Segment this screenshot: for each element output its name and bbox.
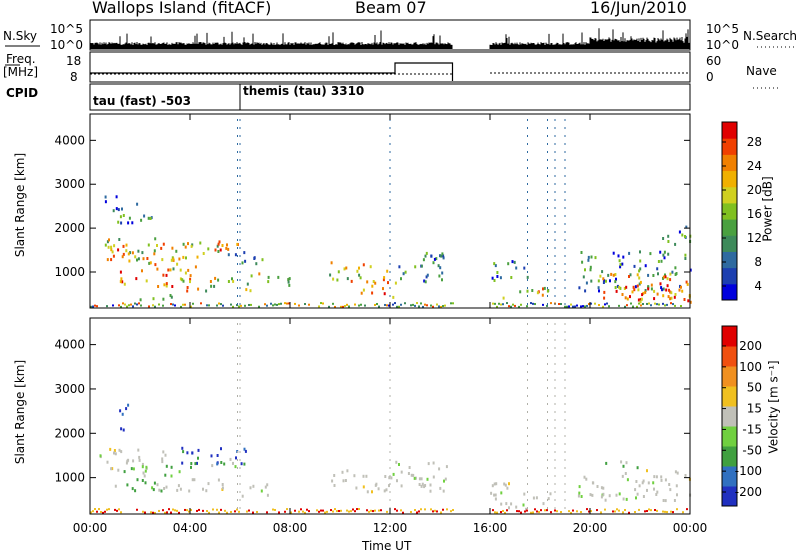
x-tick-label: 04:00 <box>173 521 208 535</box>
freq-series <box>90 62 454 81</box>
colorbar-tick-label: 12 <box>747 231 762 245</box>
colorbar-tick-label: -100 <box>735 464 762 478</box>
nave-series <box>90 72 690 75</box>
station-title: Wallops Island (fitACF) <box>92 0 272 17</box>
colorbar-segment <box>722 267 737 285</box>
y-tick-label: 1000 <box>54 471 85 485</box>
heatmap-cells-1 <box>90 403 692 514</box>
y-tick-label: 4000 <box>54 133 85 147</box>
colorbar-segment <box>722 346 737 367</box>
x-tick-label: 08:00 <box>273 521 308 535</box>
colorbar-tick-label: 8 <box>754 255 762 269</box>
colorbar-segment <box>722 486 737 507</box>
colorbar-tick-label: -50 <box>742 443 762 457</box>
cpid-panel-frame <box>89 83 691 111</box>
colorbar-segment <box>722 326 737 347</box>
x-tick-label: 00:00 <box>673 521 708 535</box>
colorbar-tick-label: -15 <box>742 422 762 436</box>
colorbar-segment <box>722 138 737 155</box>
colorbar-tick-label: 50 <box>747 381 762 395</box>
nsearch-tick-bottom: 10^0 <box>706 38 739 52</box>
colorbar-tick-label: 4 <box>754 279 762 293</box>
x-tick-label: 00:00 <box>73 521 108 535</box>
colorbar-tick-label: 28 <box>747 135 762 149</box>
freq-label: Freq. <box>6 52 36 66</box>
colorbar-segment <box>722 366 737 387</box>
colorbar-segment <box>722 446 737 467</box>
freq-tick-bottom: 8 <box>70 70 78 84</box>
colorbar-segment <box>722 202 737 220</box>
x-tick-label: 20:00 <box>573 521 608 535</box>
colorbar-segment <box>722 283 737 301</box>
nsearch-label: N.Search <box>743 29 798 43</box>
nsky-tick-bottom: 10^0 <box>50 38 83 52</box>
nave-tick-top: 60 <box>706 54 722 68</box>
beam-label: Beam 07 <box>355 0 427 17</box>
colorbar-tick-label: -200 <box>735 485 762 499</box>
colorbar-segment <box>722 154 737 172</box>
colorbar-segment <box>722 170 737 188</box>
nsearch-tick-top: 10^5 <box>706 22 739 36</box>
cpid-segment-2: themis (tau) 3310 <box>243 84 365 98</box>
colorbar-segment <box>722 235 737 252</box>
nsky-tick-top: 10^5 <box>50 22 83 36</box>
colorbar-tick-label: 100 <box>739 360 762 374</box>
colorbar-segment <box>722 386 737 407</box>
colorbar-frame <box>721 121 738 301</box>
cpid-segment-1: tau (fast) -503 <box>93 94 191 108</box>
cpid-label: CPID <box>6 86 39 100</box>
freq-unit: [MHz] <box>3 65 39 79</box>
x-tick-label: 16:00 <box>473 521 508 535</box>
nave-label: Nave <box>746 64 777 78</box>
colorbar-segment <box>722 122 737 139</box>
y-tick-label: 3000 <box>54 177 85 191</box>
freq-tick-top: 18 <box>66 54 82 68</box>
heatmap-cells-0 <box>90 195 692 308</box>
y-tick-label: 2000 <box>54 426 85 440</box>
colorbar-segment <box>722 406 737 427</box>
x-axis-label: Time UT <box>362 539 412 553</box>
nsky-series <box>90 28 690 49</box>
nsky-label: N.Sky <box>3 29 38 43</box>
velocity-panel <box>89 317 738 515</box>
colorbar-segment <box>722 251 737 269</box>
y-tick-label: 3000 <box>54 382 85 396</box>
freq-panel-frame <box>89 51 691 83</box>
x-tick-label: 12:00 <box>373 521 408 535</box>
y-tick-label: 2000 <box>54 221 85 235</box>
power-panel <box>89 113 738 309</box>
y-tick-label: 1000 <box>54 265 85 279</box>
date-label: 16/Jun/2010 <box>590 0 687 17</box>
colorbar-tick-label: 24 <box>747 159 762 173</box>
colorbar-segment <box>722 186 737 204</box>
colorbar-tick-label: 16 <box>747 207 762 221</box>
nsky-panel-frame <box>89 19 691 51</box>
colorbar-tick-label: 200 <box>739 339 762 353</box>
colorbar-frame <box>721 325 738 507</box>
colorbar-segment <box>722 426 737 447</box>
nave-tick-bottom: 0 <box>706 70 714 84</box>
colorbar-segment <box>722 219 737 236</box>
y-tick-label: 4000 <box>54 338 85 352</box>
colorbar-tick-label: 15 <box>747 402 762 416</box>
colorbar-tick-label: 20 <box>747 183 762 197</box>
